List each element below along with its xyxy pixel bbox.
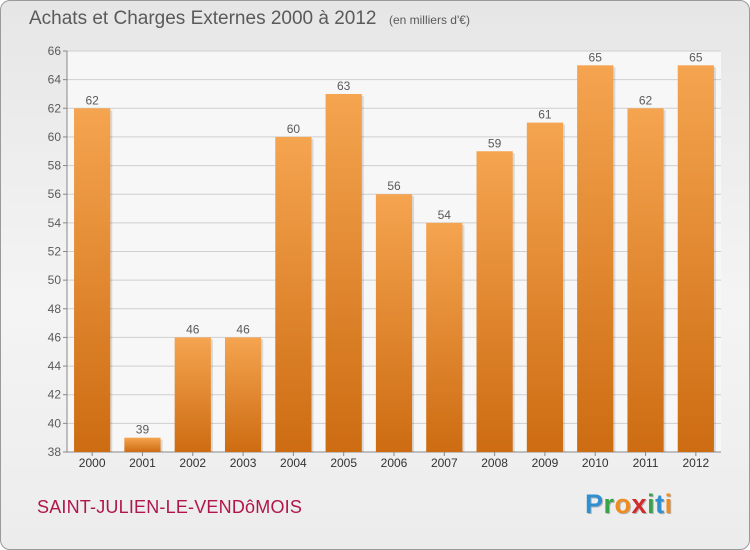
y-tick-label: 44 — [48, 359, 62, 373]
x-tick-label: 2000 — [79, 456, 106, 470]
data-label: 65 — [589, 50, 603, 64]
x-tick-label: 2008 — [481, 456, 508, 470]
data-label: 62 — [639, 93, 653, 107]
y-tick-label: 64 — [48, 73, 62, 87]
y-tick-label: 60 — [48, 130, 62, 144]
bar-2007 — [426, 222, 463, 452]
bar-2004 — [275, 136, 312, 452]
x-tick-label: 2011 — [633, 456, 659, 470]
data-label: 61 — [538, 108, 552, 122]
brand-logo: Proxiti — [585, 489, 673, 520]
title-line: Achats et Charges Externes 2000 à 2012 (… — [29, 8, 470, 30]
brand-letter: i — [647, 489, 656, 519]
data-label: 63 — [337, 79, 351, 93]
x-tick-label: 2012 — [682, 456, 709, 470]
bar-2006 — [375, 194, 413, 452]
y-tick-label: 54 — [48, 216, 62, 230]
x-tick-label: 2004 — [280, 456, 307, 470]
data-label: 39 — [136, 423, 150, 437]
x-tick-label: 2009 — [532, 456, 559, 470]
brand-letter: i — [664, 489, 673, 519]
data-label: 62 — [85, 93, 99, 107]
brand-letter: P — [585, 489, 604, 519]
y-tick-label: 40 — [48, 416, 62, 430]
bar-2011 — [627, 108, 664, 453]
y-tick-label: 42 — [48, 388, 62, 402]
bar-2000 — [74, 108, 111, 453]
chart-title: Achats et Charges Externes 2000 à 2012 — [29, 8, 377, 29]
x-tick-label: 2007 — [431, 456, 458, 470]
bar-2003 — [224, 337, 262, 452]
y-tick-label: 62 — [48, 101, 62, 115]
y-tick-label: 38 — [48, 445, 62, 459]
data-label: 60 — [287, 122, 301, 136]
chart-unit-label: (en milliers d'€) — [388, 13, 470, 27]
y-tick-label: 58 — [48, 159, 62, 173]
x-tick-label: 2005 — [330, 456, 357, 470]
x-tick-label: 2003 — [230, 456, 257, 470]
y-tick-label: 50 — [48, 273, 62, 287]
bar-2005 — [325, 93, 362, 452]
data-label: 56 — [387, 179, 401, 193]
data-label: 65 — [689, 50, 703, 64]
data-label: 59 — [488, 136, 502, 150]
y-tick-label: 66 — [48, 44, 62, 58]
commune-name: SAINT-JULIEN-LE-VENDôMOIS — [37, 497, 303, 517]
y-tick-label: 52 — [48, 245, 62, 259]
brand-letter: t — [655, 489, 665, 519]
y-tick-label: 46 — [48, 330, 62, 344]
y-tick-label: 56 — [48, 187, 62, 201]
x-tick-label: 2010 — [582, 456, 609, 470]
data-label: 54 — [438, 208, 452, 222]
bar-2010 — [577, 65, 614, 453]
bar-2008 — [476, 151, 513, 452]
data-label: 46 — [236, 322, 250, 336]
data-label: 46 — [186, 322, 200, 336]
bar-2012 — [677, 65, 714, 453]
bar-2002 — [174, 337, 211, 452]
x-tick-label: 2006 — [381, 456, 408, 470]
brand-letter: r — [603, 489, 615, 519]
x-tick-label: 2001 — [129, 456, 156, 470]
bar-2009 — [526, 122, 564, 452]
y-tick-label: 48 — [48, 302, 62, 316]
bar-2001 — [124, 437, 161, 452]
brand-letter: x — [631, 489, 648, 519]
brand-letter: o — [614, 489, 632, 519]
x-tick-label: 2002 — [179, 456, 206, 470]
